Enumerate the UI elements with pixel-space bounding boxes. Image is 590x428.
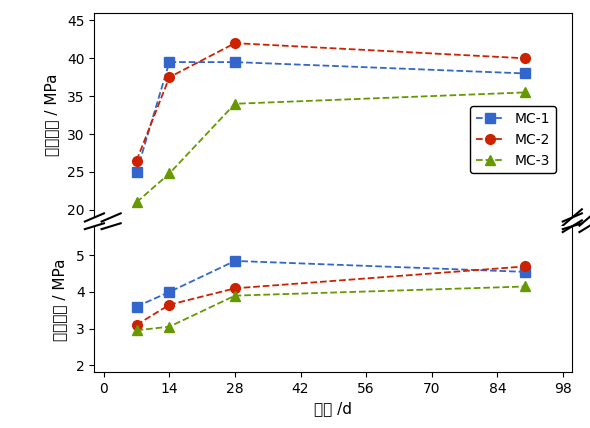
X-axis label: 龄期 /d: 龄期 /d bbox=[314, 401, 352, 416]
Legend: MC-1, MC-2, MC-3: MC-1, MC-2, MC-3 bbox=[470, 106, 556, 173]
Y-axis label: 抗压强度 / MPa: 抗压强度 / MPa bbox=[44, 74, 59, 156]
Y-axis label: 抗折强度 / MPa: 抗折强度 / MPa bbox=[53, 258, 68, 341]
